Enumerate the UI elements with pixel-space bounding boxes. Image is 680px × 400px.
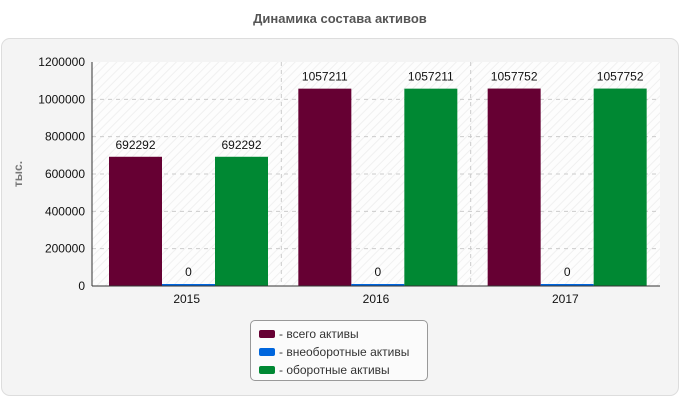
legend-item-total-assets[interactable]: - всего активы — [259, 325, 427, 343]
data-label: 1057752 — [491, 70, 538, 84]
legend: - всего активы - внеоборотные активы - о… — [250, 320, 428, 381]
legend-item-current-assets[interactable]: - оборотные активы — [259, 361, 427, 379]
bar — [540, 284, 594, 286]
y-axis-label: тыс. — [11, 161, 25, 187]
legend-swatch — [259, 348, 275, 356]
y-tick-label: 1000000 — [38, 92, 85, 106]
y-tick-label: 1200000 — [38, 55, 85, 69]
data-label: 0 — [185, 265, 192, 279]
y-tick-label: 0 — [78, 279, 85, 293]
bar — [109, 156, 162, 286]
bar — [593, 88, 647, 286]
data-label: 0 — [374, 265, 381, 279]
bar — [162, 284, 215, 286]
bar — [298, 88, 352, 286]
y-tick-label: 800000 — [45, 130, 85, 144]
bar — [404, 88, 458, 286]
x-tick-label: 2015 — [173, 292, 200, 306]
bar — [487, 88, 541, 286]
legend-label: - оборотные активы — [279, 363, 390, 377]
data-label: 0 — [564, 265, 571, 279]
data-labels: 692292 0 692292 1057211 0 1057211 1057752 0 1057… — [115, 70, 643, 279]
legend-item-noncurrent-assets[interactable]: - внеоборотные активы — [259, 343, 427, 361]
chart-title: Динамика состава активов — [253, 11, 427, 26]
bar — [351, 284, 405, 286]
bars — [109, 88, 647, 286]
legend-swatch — [259, 366, 275, 374]
y-tick-label: 200000 — [45, 242, 85, 256]
grid-lines — [92, 62, 660, 286]
legend-label: - всего активы — [279, 327, 359, 341]
y-tick-label: 400000 — [45, 204, 85, 218]
y-tick-label: 600000 — [45, 167, 85, 181]
data-label: 692292 — [115, 138, 155, 152]
x-tick-label: 2016 — [363, 292, 390, 306]
data-label: 1057752 — [597, 70, 644, 84]
axes: 0 200000 400000 600000 800000 1000000 1200000 2… — [38, 55, 660, 306]
legend-swatch — [259, 330, 275, 338]
data-label: 692292 — [221, 138, 261, 152]
legend-label: - внеоборотные активы — [279, 345, 410, 359]
x-tick-label: 2017 — [552, 292, 579, 306]
bar — [215, 156, 268, 286]
data-label: 1057211 — [408, 70, 454, 84]
data-label: 1057211 — [302, 70, 348, 84]
